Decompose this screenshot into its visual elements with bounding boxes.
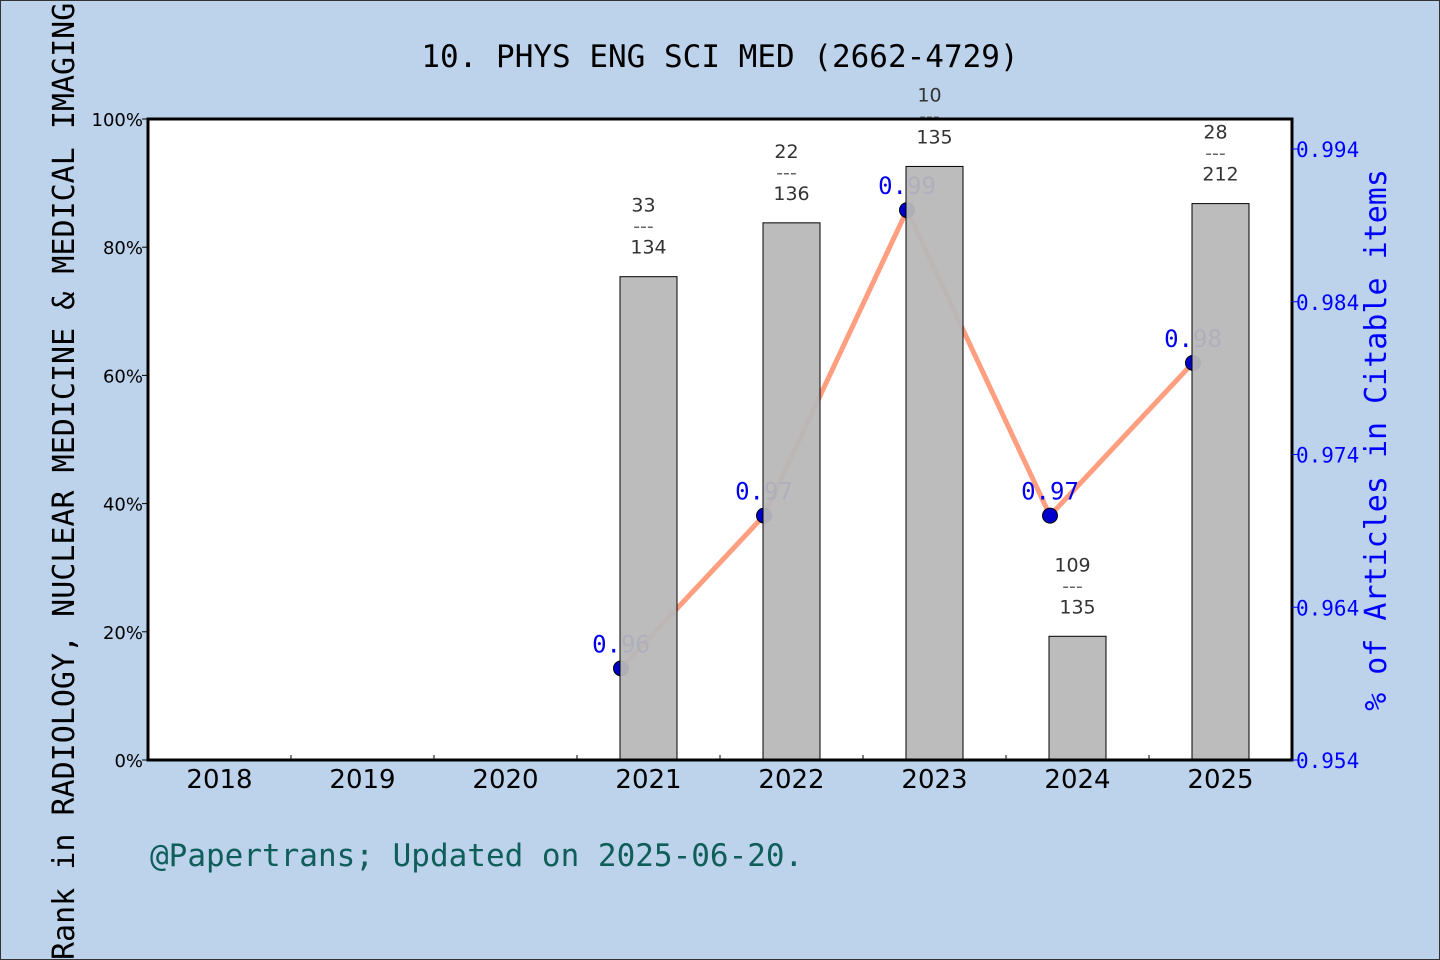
x-tick-label: 2024 xyxy=(1044,765,1110,795)
y-right-tick-label: 0.994 xyxy=(1296,138,1359,162)
y-left-tick-label: 60% xyxy=(103,366,143,387)
bar-rank-label: 33 xyxy=(631,195,655,217)
footer-credit: @Papertrans; Updated on 2025-06-20. xyxy=(150,838,803,874)
bar-fraction-divider: --- xyxy=(919,105,940,127)
line-data-label: 0.97 xyxy=(1021,478,1079,506)
bar-total-label: 134 xyxy=(630,237,666,259)
y-left-tick-label: 40% xyxy=(103,495,143,516)
bar xyxy=(1048,635,1107,761)
bar-total-label: 135 xyxy=(916,126,952,148)
bar xyxy=(1191,203,1250,761)
bar-fraction-divider: --- xyxy=(776,162,797,184)
chart-title: 10. PHYS ENG SCI MED (2662-4729) xyxy=(421,39,1018,75)
y-left-tick-label: 20% xyxy=(103,623,143,644)
x-tick-label: 2021 xyxy=(615,765,681,795)
x-tick-label: 2023 xyxy=(901,765,967,795)
x-tick-label: 2022 xyxy=(758,765,824,795)
bar xyxy=(762,222,821,761)
bar-rank-label: 28 xyxy=(1203,122,1227,144)
x-tick-label: 2019 xyxy=(329,765,395,795)
y-axis-right-label: % of Articles in Citable items xyxy=(1359,169,1394,711)
x-tick-label: 2020 xyxy=(472,765,538,795)
y-right-tick-label: 0.984 xyxy=(1296,291,1359,315)
line-marker xyxy=(1042,507,1058,524)
bar-fraction-divider: --- xyxy=(1062,575,1083,597)
x-tick-label: 2025 xyxy=(1187,765,1253,795)
y-axis-left-label: Rank in RADIOLOGY, NUCLEAR MEDICINE & ME… xyxy=(47,3,82,960)
x-tick-label: 2018 xyxy=(186,765,252,795)
bar-total-label: 135 xyxy=(1059,596,1095,618)
bar xyxy=(619,276,678,761)
y-right-tick-label: 0.964 xyxy=(1296,596,1359,620)
y-left-tick-label: 80% xyxy=(103,238,143,259)
bar xyxy=(905,165,964,761)
bar-total-label: 136 xyxy=(773,183,809,205)
y-left-tick-label: 0% xyxy=(114,751,143,772)
bar-rank-label: 109 xyxy=(1054,554,1090,576)
bar-total-label: 212 xyxy=(1202,164,1238,186)
bar-rank-label: 10 xyxy=(917,84,941,106)
y-right-tick-label: 0.954 xyxy=(1296,749,1359,773)
y-right-tick-label: 0.974 xyxy=(1296,444,1359,468)
bar-fraction-divider: --- xyxy=(1205,143,1226,165)
bar-fraction-divider: --- xyxy=(633,216,654,238)
y-left-tick-label: 100% xyxy=(92,110,143,131)
bar-rank-label: 22 xyxy=(774,141,798,163)
